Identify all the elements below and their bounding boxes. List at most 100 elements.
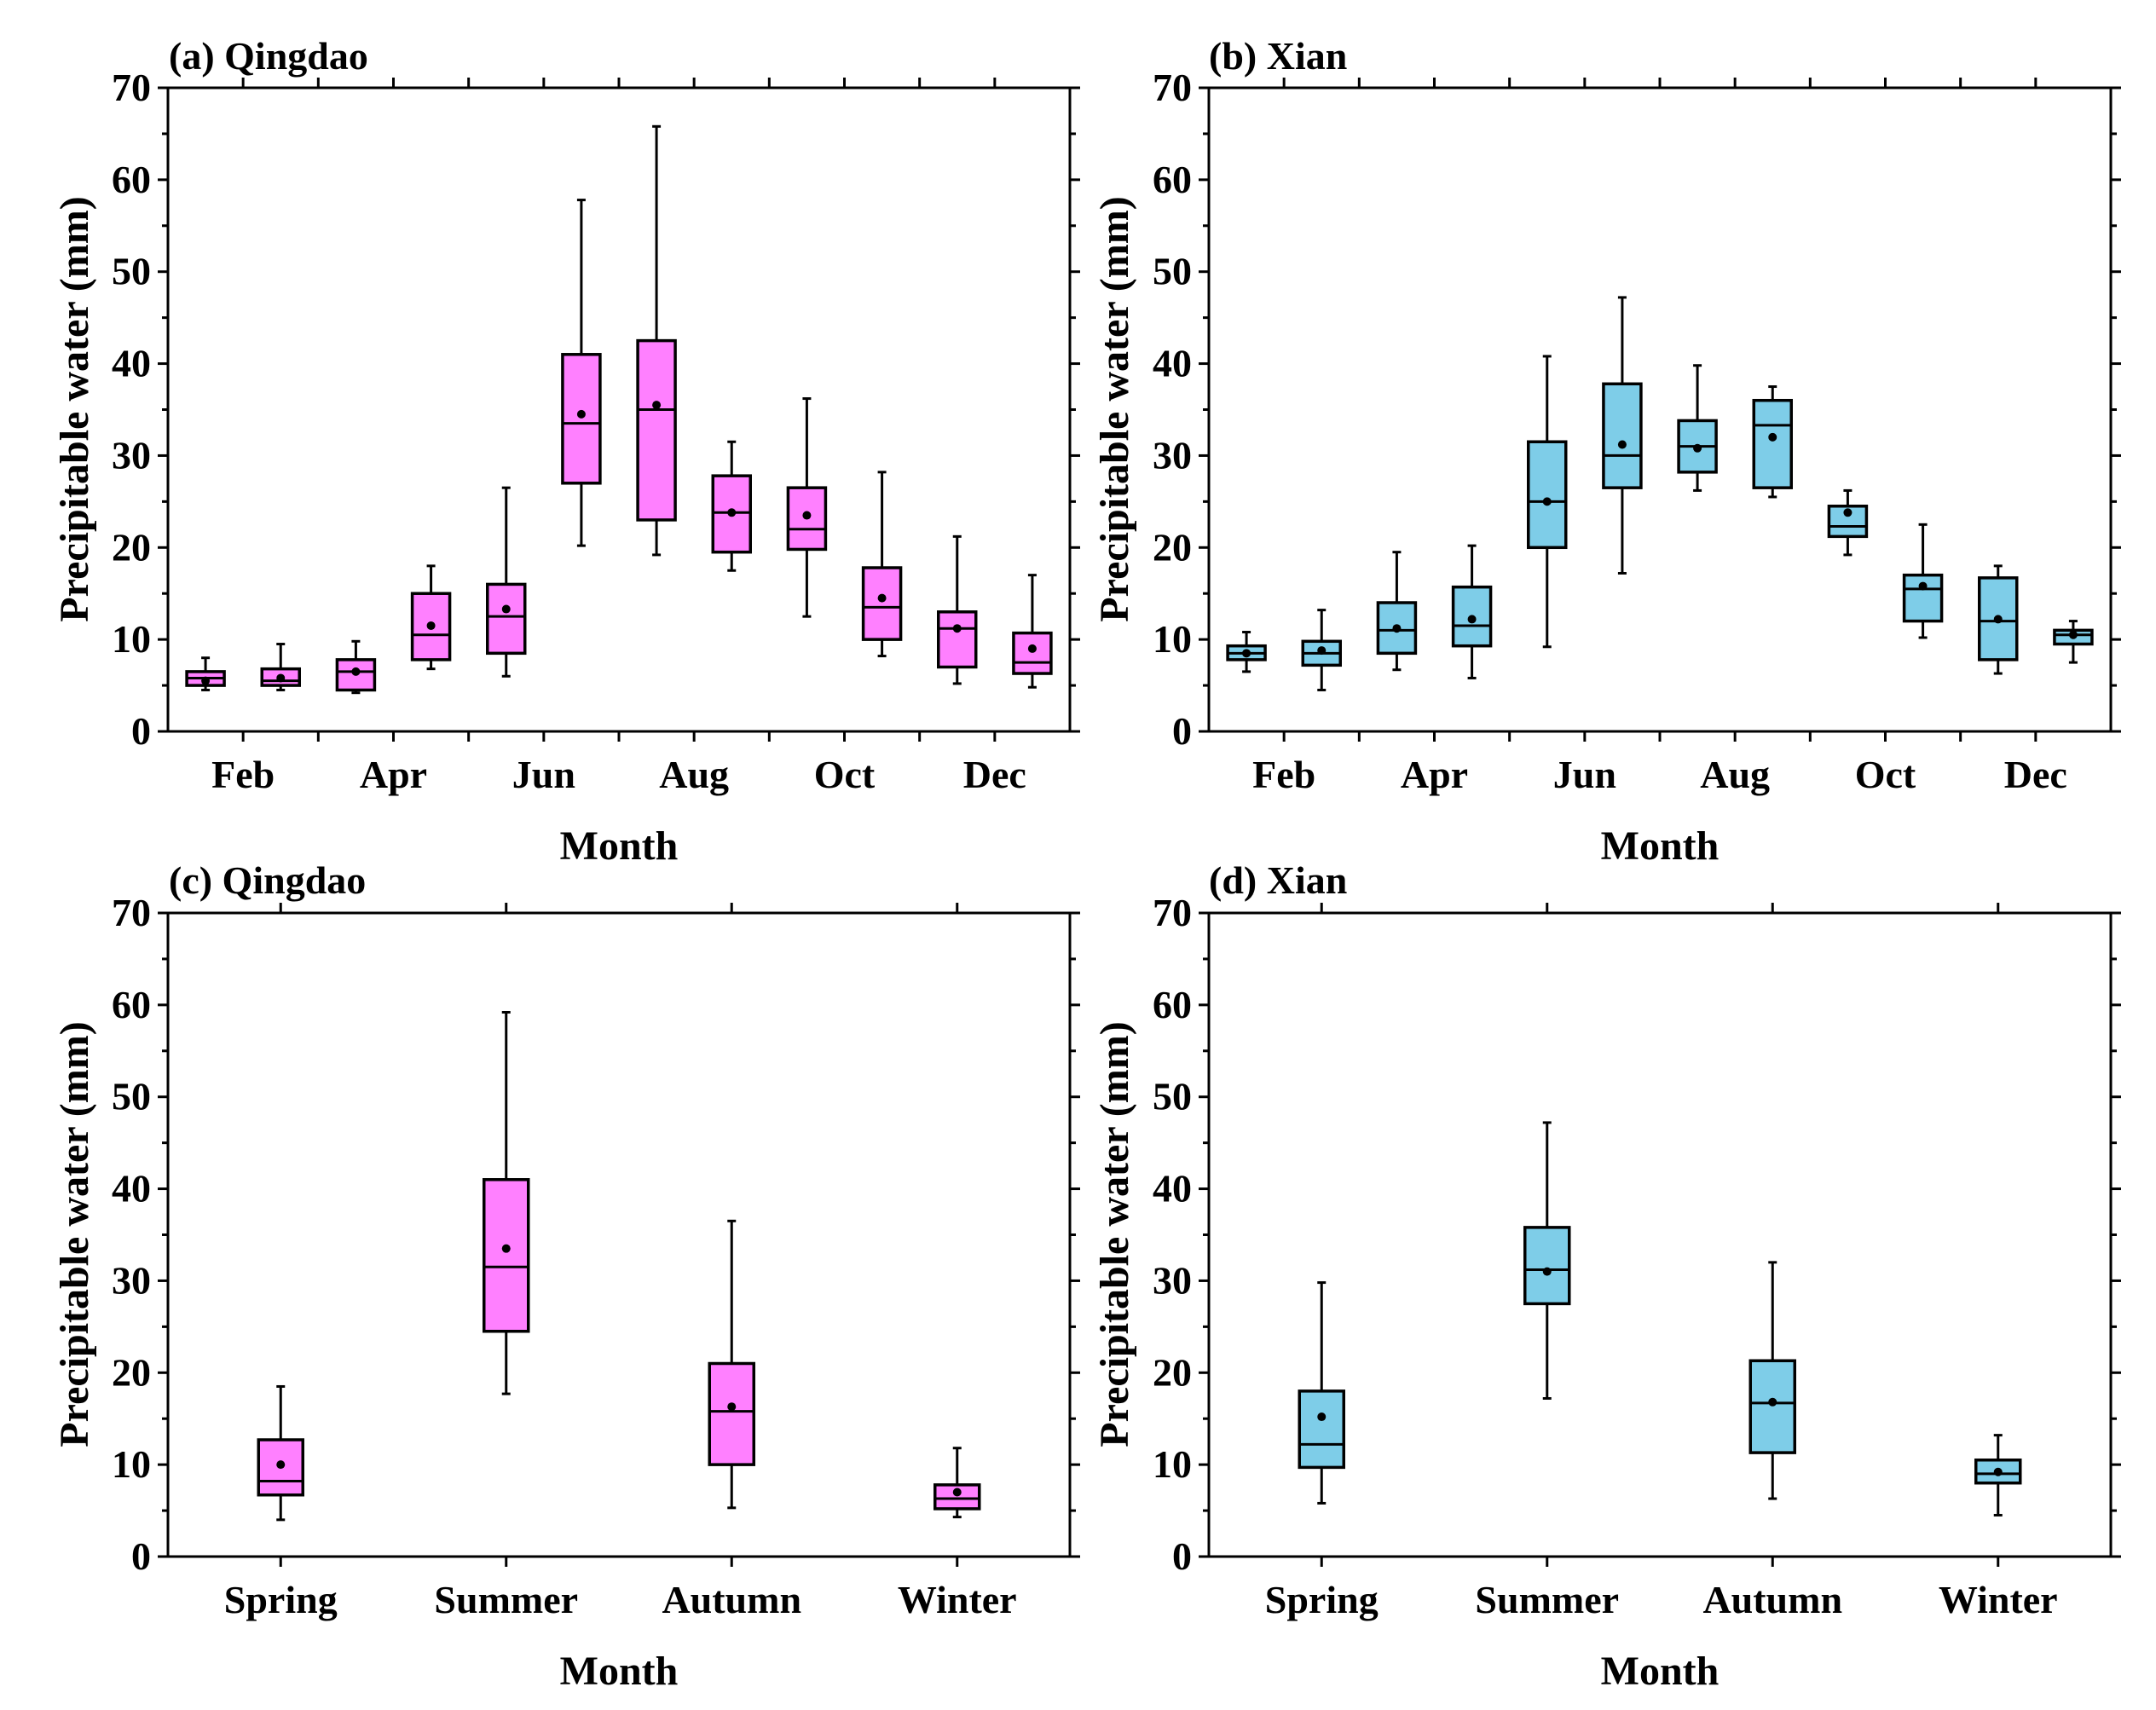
y-tick-label: 20 <box>1153 1350 1192 1394</box>
y-tick-label: 70 <box>112 891 151 934</box>
y-tick-label: 40 <box>112 1167 151 1210</box>
x-tick-label: Oct <box>814 753 876 796</box>
y-tick-label: 20 <box>112 1350 151 1394</box>
box-nov <box>937 534 978 685</box>
mean-point <box>1693 443 1702 453</box>
mean-point <box>1027 644 1037 653</box>
box-oct <box>861 471 903 658</box>
iqr-box <box>486 582 527 656</box>
iqr-box <box>861 566 903 641</box>
panel-c-title: (c) Qingdao <box>169 858 366 902</box>
panel-b-boxes <box>1226 296 2094 691</box>
panel-d-y-axis-title: Precipitable water (mm) <box>1092 1021 1137 1447</box>
y-tick-label: 30 <box>112 1258 151 1302</box>
box-jan <box>1226 631 1267 673</box>
box-may <box>1527 355 1568 649</box>
x-tick-label: Summer <box>1475 1578 1619 1621</box>
mean-point <box>1542 497 1552 506</box>
y-tick-label: 10 <box>1153 617 1192 661</box>
mean-point <box>276 673 286 683</box>
y-tick-label: 60 <box>112 158 151 201</box>
y-tick-label: 60 <box>1153 158 1192 201</box>
mean-point <box>2068 630 2078 639</box>
panel-a-ticks: 0 10 20 30 40 50 60 70 Feb Apr Jun Aug Oct Dec <box>112 66 1080 796</box>
mean-point <box>952 1488 962 1497</box>
x-tick-label: Oct <box>1855 753 1916 796</box>
iqr-box <box>1527 440 1568 550</box>
x-tick-label: Dec <box>2004 753 2067 796</box>
mean-point <box>1918 581 1928 591</box>
iqr-box <box>561 353 602 485</box>
mean-point <box>1768 1397 1777 1407</box>
panel-b-plot-frame <box>1207 86 2113 733</box>
iqr-box <box>1752 398 1793 489</box>
mean-point <box>877 593 887 603</box>
x-tick-label: Feb <box>211 753 275 796</box>
x-tick-label: Apr <box>360 753 427 796</box>
x-tick-label: Jun <box>512 753 575 796</box>
iqr-box <box>636 338 677 522</box>
iqr-box <box>708 1361 755 1466</box>
box-jan <box>185 656 226 691</box>
x-tick-label: Autumn <box>662 1578 801 1621</box>
x-tick-label: Feb <box>1252 753 1315 796</box>
y-tick-label: 30 <box>112 433 151 477</box>
panel-d-ticks: 0 10 20 30 40 50 60 70 Spring Summer Autumn Winter <box>1153 891 2121 1621</box>
y-tick-label: 0 <box>131 1534 151 1578</box>
x-tick-label: Jun <box>1553 753 1616 796</box>
iqr-box <box>937 610 978 669</box>
y-tick-label: 20 <box>1153 525 1192 569</box>
box-apr <box>1451 544 1493 679</box>
mean-point <box>1317 1412 1327 1422</box>
x-tick-label: Dec <box>963 753 1026 796</box>
mean-point <box>1392 624 1402 633</box>
box-dec <box>2053 620 2094 664</box>
mean-point <box>351 667 361 676</box>
panel-a-plot-frame <box>166 86 1072 733</box>
iqr-box <box>1012 631 1053 675</box>
iqr-box <box>1602 382 1643 489</box>
mean-point <box>1467 615 1477 624</box>
panel-d-title: (d) Xian <box>1209 858 1347 902</box>
mean-point <box>802 511 812 520</box>
x-tick-label: Winter <box>1939 1578 2058 1621</box>
y-tick-label: 10 <box>1153 1442 1192 1486</box>
panel-c-boxes <box>257 1010 981 1522</box>
box-autumn <box>1748 1261 1796 1500</box>
y-tick-label: 70 <box>1153 891 1192 934</box>
panel-a-title: (a) Qingdao <box>169 34 368 78</box>
x-tick-label: Autumn <box>1702 1578 1842 1621</box>
box-mar <box>1376 551 1418 672</box>
box-oct <box>1902 523 1944 639</box>
panel-a-x-axis-title: Month <box>560 823 679 869</box>
y-tick-label: 70 <box>1153 66 1192 109</box>
box-jul <box>636 124 677 557</box>
mean-point <box>652 401 662 410</box>
y-tick-label: 30 <box>1153 1258 1192 1302</box>
iqr-box <box>483 1178 530 1333</box>
y-tick-label: 60 <box>112 983 151 1026</box>
box-jul <box>1677 364 1718 492</box>
mean-point <box>501 1244 511 1253</box>
mean-point <box>727 508 737 517</box>
panel-b: (b) Xian 0 10 20 30 40 50 60 70 Feb Apr Jun Aug Oct D… <box>1092 34 2121 869</box>
y-tick-label: 50 <box>112 1075 151 1118</box>
box-winter <box>933 1447 981 1519</box>
box-winter <box>1974 1434 2022 1516</box>
y-tick-label: 40 <box>1153 342 1192 385</box>
mean-point <box>1617 440 1627 449</box>
y-tick-label: 0 <box>1172 709 1192 753</box>
y-tick-label: 40 <box>112 342 151 385</box>
box-sep <box>1827 488 1869 557</box>
box-summer <box>1523 1121 1571 1400</box>
y-tick-label: 50 <box>112 250 151 293</box>
x-tick-label: Apr <box>1401 753 1468 796</box>
panel-b-ticks: 0 10 20 30 40 50 60 70 Feb Apr Jun Aug Oct Dec <box>1153 66 2121 796</box>
y-tick-label: 50 <box>1153 250 1192 293</box>
y-tick-label: 10 <box>112 1442 151 1486</box>
mean-point <box>952 624 962 633</box>
iqr-box <box>1523 1226 1571 1306</box>
y-tick-label: 20 <box>112 525 151 569</box>
iqr-box <box>786 486 828 552</box>
box-summer <box>483 1010 530 1395</box>
